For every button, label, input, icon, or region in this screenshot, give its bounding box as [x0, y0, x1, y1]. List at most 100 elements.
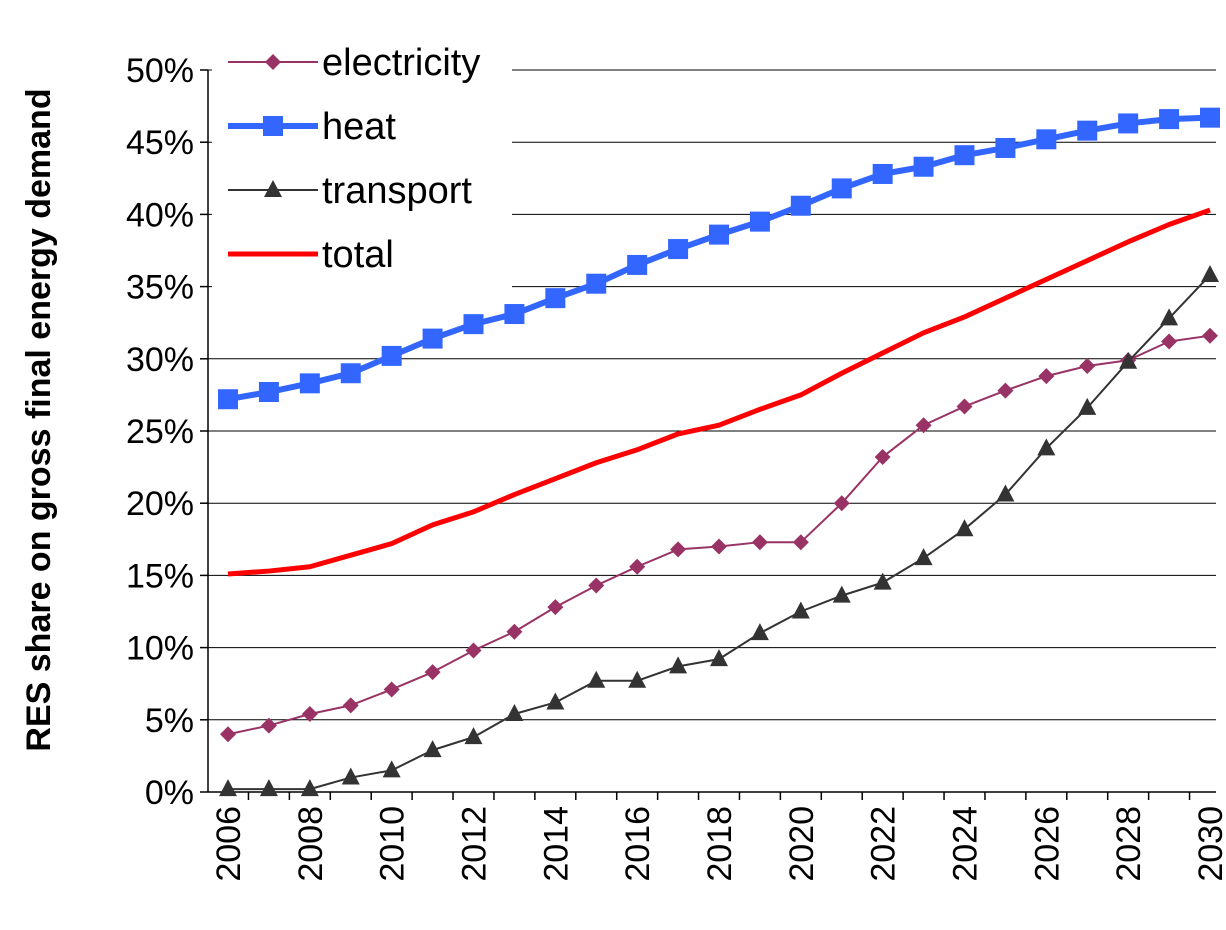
x-tick-label: 2028: [1110, 806, 1148, 882]
y-tick-label: 25%: [126, 413, 194, 451]
legend-entry-transport: transport: [228, 170, 472, 212]
point-transport: [628, 670, 647, 688]
series-line-total: [227, 207, 1211, 577]
point-electricity: [1038, 368, 1055, 385]
point-heat: [381, 345, 402, 366]
point-transport: [505, 704, 524, 722]
point-heat: [340, 363, 361, 384]
point-electricity: [956, 398, 973, 415]
point-transport: [546, 692, 565, 710]
y-tick-label: 45%: [126, 124, 194, 162]
point-electricity: [220, 726, 236, 743]
point-heat: [1077, 120, 1098, 141]
legend-marker-heat: [263, 116, 283, 136]
point-heat: [872, 163, 893, 184]
x-tick-label: 2010: [374, 806, 412, 882]
point-electricity: [711, 538, 727, 555]
point-heat: [545, 288, 566, 309]
point-heat: [749, 211, 770, 232]
point-electricity: [547, 599, 564, 616]
point-heat: [1118, 113, 1139, 134]
point-transport: [791, 601, 810, 619]
point-electricity: [997, 382, 1014, 399]
point-electricity: [833, 495, 850, 512]
point-heat: [218, 389, 238, 410]
point-heat: [1200, 107, 1220, 128]
y-tick-label: 5%: [145, 702, 194, 740]
point-heat: [258, 382, 279, 403]
point-transport: [996, 484, 1015, 502]
x-tick-label: 2014: [537, 806, 575, 882]
x-tick-label: 2030: [1192, 806, 1226, 882]
legend-label-total: total: [322, 234, 394, 276]
y-tick-label: 30%: [126, 341, 194, 379]
point-electricity: [792, 534, 809, 551]
point-electricity: [915, 417, 932, 434]
y-tick-label: 15%: [126, 557, 194, 595]
point-electricity: [1079, 358, 1096, 375]
y-axis-label: RES share on gross final energy demand: [20, 88, 58, 751]
legend-label-transport: transport: [322, 170, 472, 212]
point-transport: [464, 727, 483, 745]
point-heat: [586, 273, 607, 294]
legend-label-heat: heat: [322, 106, 396, 148]
series-line-electricity: [227, 334, 1211, 736]
point-transport: [750, 623, 769, 641]
y-tick-label: 35%: [126, 269, 194, 307]
point-electricity: [383, 681, 400, 698]
point-transport: [710, 649, 728, 667]
point-heat: [995, 137, 1016, 158]
point-transport: [423, 740, 442, 758]
series-line-transport: [228, 274, 1211, 791]
series-transport: [219, 265, 1219, 797]
point-heat: [1036, 129, 1057, 150]
y-tick-label: 20%: [126, 485, 194, 523]
point-heat: [1159, 109, 1180, 130]
point-heat: [504, 304, 525, 325]
point-electricity: [342, 697, 359, 714]
point-transport: [259, 779, 278, 797]
point-electricity: [629, 558, 646, 575]
point-transport: [341, 767, 360, 785]
point-transport: [1201, 265, 1219, 283]
x-tick-label: 2006: [210, 806, 248, 882]
x-tick-label: 2008: [292, 806, 330, 882]
series-heat: [218, 107, 1220, 410]
point-transport: [300, 779, 319, 797]
point-heat: [422, 328, 443, 349]
legend: electricity heat transport total: [228, 42, 480, 276]
point-electricity: [506, 623, 523, 640]
y-tick-label: 0%: [145, 774, 194, 812]
x-tick-label: 2026: [1028, 806, 1066, 882]
axes: [200, 69, 1216, 800]
legend-background: [212, 22, 512, 290]
point-electricity: [301, 706, 318, 723]
y-tick-label: 40%: [126, 196, 194, 234]
point-transport: [1160, 308, 1179, 326]
point-heat: [627, 254, 648, 275]
point-electricity: [260, 717, 277, 734]
y-tick-labels: 0% 5% 10% 15% 20% 25% 30% 35% 40% 45% 50%: [126, 52, 194, 812]
legend-entry-electricity: electricity: [228, 42, 480, 84]
point-electricity: [1202, 327, 1218, 344]
point-transport: [1037, 438, 1056, 456]
y-tick-label: 50%: [126, 52, 194, 90]
series-electricity: [220, 327, 1218, 743]
point-electricity: [874, 448, 891, 465]
point-transport: [587, 670, 606, 688]
point-electricity: [1161, 333, 1178, 350]
point-transport: [832, 585, 851, 603]
point-heat: [954, 145, 975, 166]
point-heat: [709, 224, 729, 245]
x-tick-label: 2018: [701, 806, 739, 882]
point-transport: [669, 656, 688, 674]
point-electricity: [751, 534, 768, 551]
x-tick-label: 2020: [783, 806, 821, 882]
point-transport: [914, 548, 933, 566]
point-electricity: [670, 541, 687, 558]
x-tick-label: 2022: [865, 806, 903, 882]
point-transport: [382, 760, 401, 778]
point-heat: [299, 373, 320, 394]
x-tick-label: 2012: [456, 806, 494, 882]
